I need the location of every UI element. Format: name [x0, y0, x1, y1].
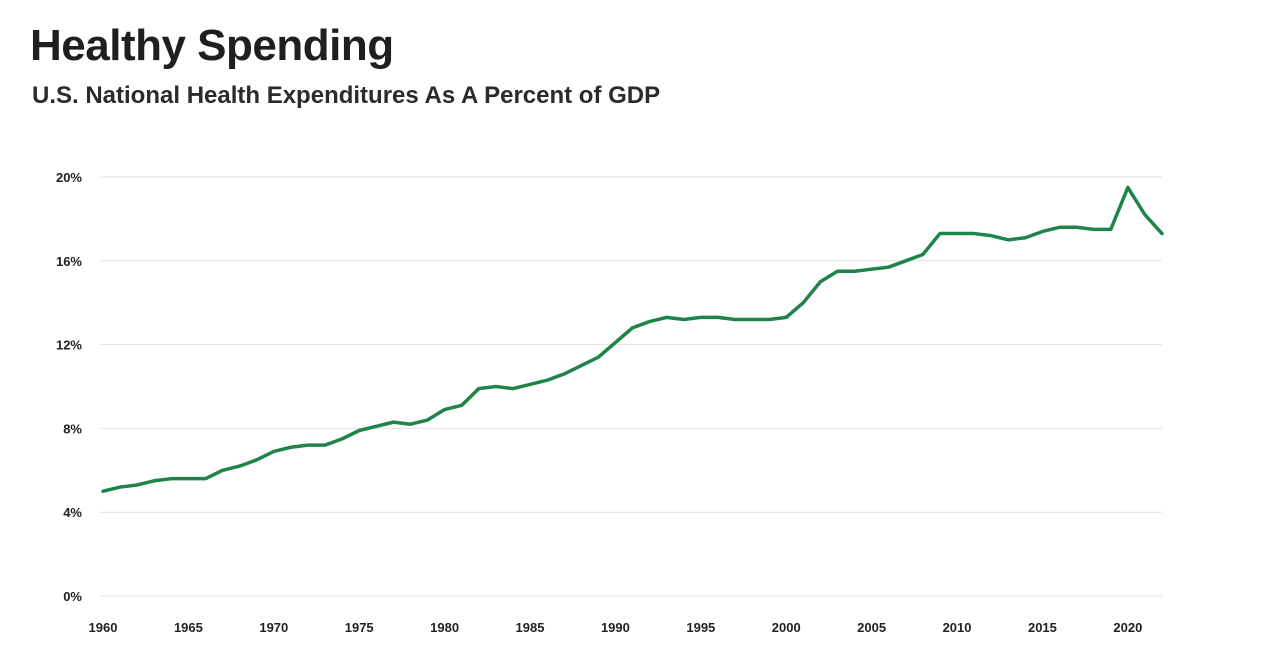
x-axis-tick-labels: 1960 1965 1970 1975 1980 1985 1990 1995 2000 2005… [89, 620, 1143, 635]
chart-subtitle: U.S. National Health Expenditures As A P… [32, 82, 661, 109]
y-tick-label: 16% [56, 254, 82, 269]
gridlines [100, 176, 1162, 597]
y-tick-label: 8% [63, 421, 82, 436]
x-tick-label: 1975 [345, 620, 374, 635]
chart-title: Healthy Spending [30, 21, 394, 70]
series-line-health-expenditures [101, 185, 1164, 493]
x-tick-label: 2000 [772, 620, 801, 635]
x-tick-label: 2015 [1028, 620, 1057, 635]
x-tick-label: 1980 [430, 620, 459, 635]
x-tick-label: 1960 [89, 620, 118, 635]
x-tick-label: 1965 [174, 620, 203, 635]
y-tick-label: 4% [63, 505, 82, 520]
y-tick-label: 12% [56, 338, 82, 353]
x-tick-label: 2010 [943, 620, 972, 635]
y-axis-tick-labels: 0% 4% 8% 12% 16% 20% [56, 170, 82, 604]
y-tick-label: 20% [56, 170, 82, 185]
x-tick-label: 1985 [516, 620, 545, 635]
x-tick-label: 1970 [259, 620, 288, 635]
series-layer [101, 185, 1164, 493]
x-tick-label: 2020 [1113, 620, 1142, 635]
x-tick-label: 1995 [686, 620, 715, 635]
x-tick-label: 1990 [601, 620, 630, 635]
y-tick-label: 0% [63, 589, 82, 604]
x-tick-label: 2005 [857, 620, 886, 635]
